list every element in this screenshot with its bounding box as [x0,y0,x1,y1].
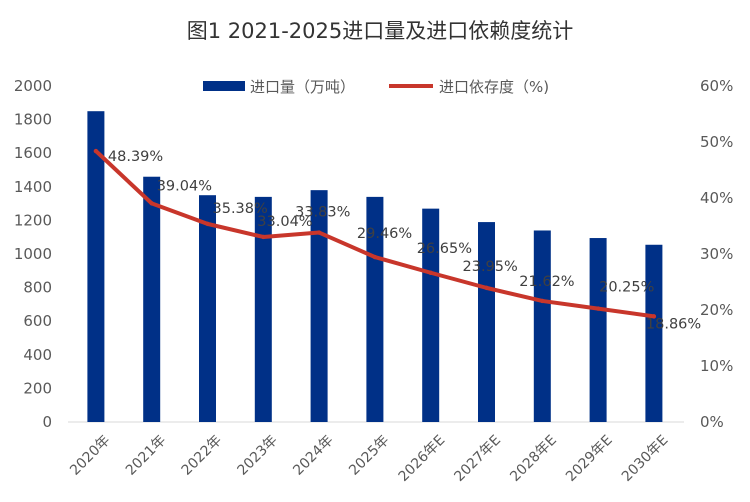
x-axis-tick: 2023年 [234,432,280,478]
legend: 进口量（万吨） 进口依存度（%) [203,78,549,96]
line-data-label: 39.04% [157,178,212,194]
x-axis-tick: 2025年 [346,432,392,478]
line-point [261,234,266,240]
right-axis-ticks: 0% 10% 20% 30% 40% 50% 60% [700,77,733,431]
left-axis-tick: 200 [23,379,52,397]
bar [645,244,663,422]
right-axis-tick: 60% [700,77,733,95]
legend-bar-label: 进口量（万吨） [250,78,355,96]
x-axis-tick: 2020年 [67,432,113,478]
line-data-label: 18.86% [646,316,701,332]
left-axis-tick: 0 [42,413,52,431]
line-point [651,314,657,319]
left-axis-tick: 1600 [14,144,52,162]
line-data-label: 48.39% [108,149,163,165]
line-point [540,298,545,304]
left-axis-tick: 1800 [14,111,52,129]
line-data-label: 26.65% [417,241,472,257]
right-axis-tick: 0% [700,413,724,431]
line-point [428,270,433,275]
bar [254,196,272,422]
bar [310,190,328,422]
bar [422,208,440,422]
x-axis-tick: 2027年E [451,432,504,485]
line-point [372,254,378,260]
right-axis-tick: 20% [700,301,733,319]
right-axis-tick: 40% [700,189,733,207]
bar [143,176,161,422]
x-axis-tick: 2028年E [507,432,560,485]
chart-title: 图1 2021-2025进口量及进口依赖度统计 [187,19,574,43]
line-data-label: 21.62% [519,274,574,290]
bar [589,238,607,422]
x-axis-tick: 2026年E [396,432,449,485]
left-axis-tick: 2000 [14,77,52,95]
left-axis-tick: 600 [23,312,52,330]
legend-line-label: 进口依存度（%) [439,78,549,96]
left-axis-tick: 800 [23,279,52,297]
line-series [93,148,657,319]
right-axis-tick: 30% [700,245,733,263]
right-axis-tick: 50% [700,133,733,151]
x-axis-tick: 2021年 [123,432,169,478]
line-point [316,230,322,235]
bar [87,111,105,422]
x-axis-tick: 2024年 [290,432,336,478]
right-axis-tick: 10% [700,357,733,375]
left-axis-tick: 1200 [14,211,52,229]
legend-bar-swatch [203,81,245,91]
line-point [205,221,210,227]
left-axis-tick: 1400 [14,178,52,196]
bar-series [87,111,663,422]
x-axis-tick: 2022年 [179,432,225,478]
x-axis-tick: 2029年E [563,432,616,485]
bar [478,222,495,422]
line-data-label: 20.25% [599,280,654,296]
bar [199,195,216,422]
bar [533,230,551,422]
line-data-label: 33.04% [257,214,312,230]
line-point [595,306,601,311]
line-point [93,148,99,154]
left-axis-ticks: 0 200 400 600 800 1000 1200 1400 1600 1800 2000 [14,77,52,431]
data-labels: 48.39% 39.04%35.38%33.04%33.83% 29.46% 26.6… [108,149,701,332]
line-data-label: 35.38% [213,201,268,217]
line-point [484,285,489,291]
left-axis-tick: 400 [23,346,52,364]
x-axis-tick: 2030年E [619,432,672,485]
line-point [149,201,154,206]
line-data-label: 23.95% [463,259,518,275]
line-data-label: 33.83% [295,205,350,221]
x-axis-ticks: 2020年 2021年 2022年 2023年 2024年 2025年 2026年E 2027… [67,432,671,485]
line-data-label: 29.46% [357,226,412,242]
left-axis-tick: 1000 [14,245,52,263]
